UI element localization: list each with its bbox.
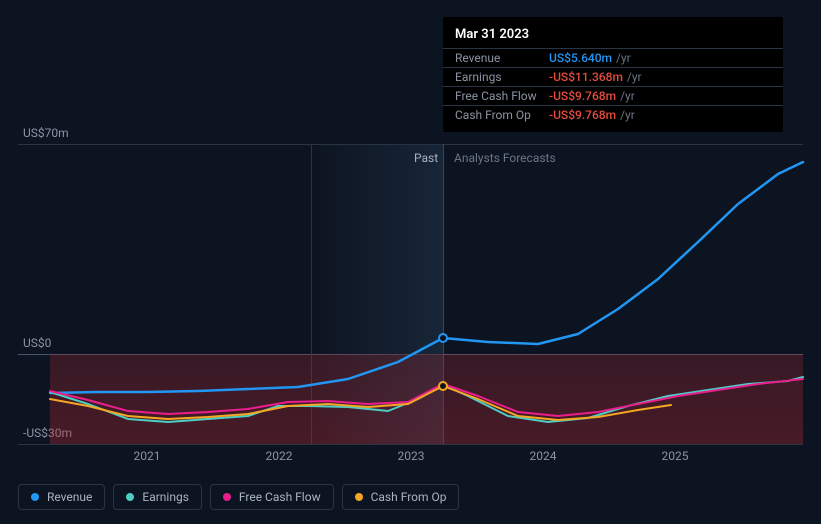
earnings-chart: US$70m US$0 -US$30m Past Analysts Foreca… [0,0,821,524]
tooltip-row-cash-from-op: Cash From Op-US$9.768m/yr [443,105,783,124]
legend-item-earnings[interactable]: Earnings [113,484,202,510]
tooltip-row-free-cash-flow: Free Cash Flow-US$9.768m/yr [443,86,783,105]
plot-area[interactable] [18,144,803,444]
series-line-earnings[interactable] [50,377,803,422]
tooltip-unit: /yr [620,108,635,122]
marker-revenue [438,333,448,343]
tooltip-value: -US$9.768m [549,108,616,122]
tooltip-row-earnings: Earnings-US$11.368m/yr [443,67,783,86]
tooltip-date: Mar 31 2023 [443,25,783,48]
tooltip-value: -US$11.368m [549,70,623,84]
series-line-revenue[interactable] [50,162,803,393]
tooltip-label: Cash From Op [455,108,549,122]
tooltip-label: Free Cash Flow [455,89,549,103]
legend-label: Revenue [47,490,92,504]
tooltip-label: Revenue [455,51,549,65]
series-line-fcf[interactable] [50,379,803,416]
marker-cfo [438,381,448,391]
tooltip-unit: /yr [627,70,642,84]
x-tick-2021: 2021 [134,449,161,463]
legend-item-cfo[interactable]: Cash From Op [342,484,460,510]
legend-label: Earnings [142,490,189,504]
legend-dot-icon [223,493,231,501]
tooltip-label: Earnings [455,70,549,84]
legend-item-revenue[interactable]: Revenue [18,484,105,510]
tooltip-value: US$5.640m [549,51,612,65]
x-tick-2023: 2023 [398,449,425,463]
legend-item-fcf[interactable]: Free Cash Flow [210,484,334,510]
data-tooltip: Mar 31 2023 RevenueUS$5.640m/yrEarnings-… [443,17,783,132]
tooltip-row-revenue: RevenueUS$5.640m/yr [443,48,783,67]
legend-dot-icon [31,493,39,501]
legend: Revenue Earnings Free Cash Flow Cash From O… [18,484,459,510]
legend-label: Free Cash Flow [239,490,321,504]
tooltip-unit: /yr [616,51,631,65]
tooltip-value: -US$9.768m [549,89,616,103]
legend-label: Cash From Op [371,490,447,504]
legend-dot-icon [355,493,363,501]
gridline-minus30m [18,444,803,445]
legend-dot-icon [126,493,134,501]
tooltip-unit: /yr [620,89,635,103]
x-tick-2025: 2025 [662,449,689,463]
y-tick-70m: US$70m [23,126,69,140]
x-tick-2022: 2022 [266,449,293,463]
x-tick-2024: 2024 [530,449,557,463]
